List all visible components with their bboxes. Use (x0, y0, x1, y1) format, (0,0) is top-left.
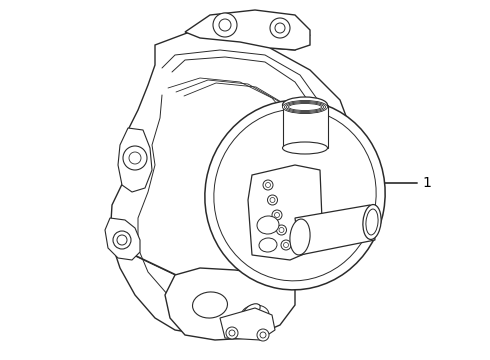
Polygon shape (283, 105, 328, 148)
Ellipse shape (366, 209, 378, 235)
Ellipse shape (363, 204, 381, 239)
Circle shape (263, 180, 273, 190)
Polygon shape (185, 10, 310, 50)
Polygon shape (220, 308, 275, 340)
Circle shape (270, 18, 290, 38)
Circle shape (260, 332, 266, 338)
Circle shape (266, 183, 270, 188)
Polygon shape (295, 205, 375, 255)
Circle shape (117, 235, 127, 245)
Polygon shape (248, 165, 322, 260)
Ellipse shape (287, 103, 323, 112)
Circle shape (226, 327, 238, 339)
Circle shape (281, 240, 291, 250)
Circle shape (284, 243, 289, 248)
Circle shape (257, 329, 269, 341)
Ellipse shape (283, 142, 327, 154)
Polygon shape (165, 268, 295, 340)
Circle shape (270, 198, 275, 202)
Circle shape (268, 195, 277, 205)
Circle shape (274, 212, 279, 217)
Circle shape (129, 152, 141, 164)
Text: 1: 1 (422, 176, 431, 190)
Ellipse shape (205, 100, 385, 290)
Circle shape (219, 19, 231, 31)
Ellipse shape (283, 100, 327, 113)
Circle shape (276, 225, 287, 235)
Ellipse shape (289, 104, 321, 111)
Ellipse shape (257, 216, 279, 234)
Ellipse shape (285, 102, 325, 112)
Ellipse shape (193, 292, 227, 318)
Circle shape (229, 330, 235, 336)
Circle shape (113, 231, 131, 249)
Polygon shape (105, 218, 140, 260)
Circle shape (123, 146, 147, 170)
Ellipse shape (214, 109, 376, 281)
Circle shape (213, 13, 237, 37)
Ellipse shape (290, 219, 310, 255)
Circle shape (275, 23, 285, 33)
Polygon shape (118, 128, 152, 192)
Circle shape (279, 228, 284, 233)
Ellipse shape (283, 97, 327, 113)
Ellipse shape (244, 304, 260, 316)
Ellipse shape (241, 305, 269, 325)
Circle shape (272, 210, 282, 220)
Ellipse shape (259, 238, 277, 252)
Polygon shape (110, 28, 355, 335)
